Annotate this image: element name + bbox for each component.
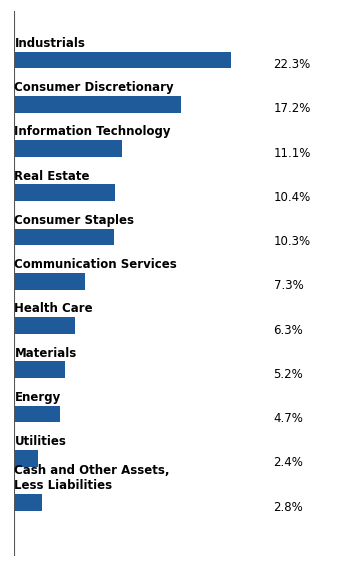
Text: Materials: Materials [14, 346, 77, 359]
Text: 10.3%: 10.3% [274, 235, 311, 248]
Text: 5.2%: 5.2% [274, 368, 303, 381]
Bar [14, 52, 230, 69]
Text: Real Estate: Real Estate [14, 170, 90, 183]
Text: Cash and Other Assets,
Less Liabilities: Cash and Other Assets, Less Liabilities [14, 464, 170, 492]
Text: Consumer Discretionary: Consumer Discretionary [14, 81, 174, 94]
Text: 10.4%: 10.4% [274, 191, 311, 204]
Bar [14, 229, 114, 246]
Bar [14, 494, 41, 511]
Text: Utilities: Utilities [14, 435, 66, 448]
Bar [14, 96, 181, 113]
Text: 2.4%: 2.4% [274, 456, 303, 469]
Bar [14, 273, 85, 290]
Text: Communication Services: Communication Services [14, 258, 177, 271]
Text: Industrials: Industrials [14, 37, 85, 50]
Bar [14, 361, 65, 378]
Text: 11.1%: 11.1% [274, 146, 311, 159]
Text: 4.7%: 4.7% [274, 412, 303, 425]
Bar [14, 140, 122, 157]
Text: Information Technology: Information Technology [14, 125, 171, 138]
Text: 17.2%: 17.2% [274, 102, 311, 115]
Text: Energy: Energy [14, 391, 60, 404]
Text: Health Care: Health Care [14, 302, 93, 315]
Text: 2.8%: 2.8% [274, 501, 303, 514]
Text: 6.3%: 6.3% [274, 324, 303, 337]
Text: Consumer Staples: Consumer Staples [14, 214, 134, 227]
Bar [14, 317, 76, 334]
Bar [14, 405, 60, 422]
Text: 22.3%: 22.3% [274, 58, 311, 71]
Bar [14, 184, 115, 201]
Bar [14, 450, 38, 467]
Text: 7.3%: 7.3% [274, 280, 303, 293]
